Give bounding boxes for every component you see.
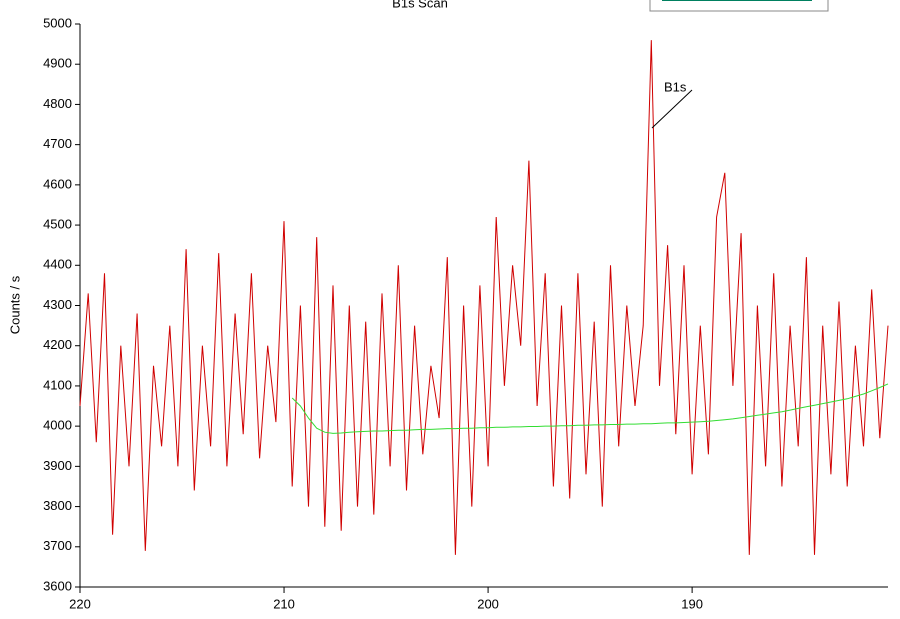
annotation: B1s <box>664 79 687 94</box>
y-tick-label: 4200 <box>43 337 72 352</box>
y-axis-label: Counts / s <box>7 275 22 334</box>
y-tick-label: 4300 <box>43 297 72 312</box>
y-tick-label: 4400 <box>43 257 72 272</box>
legend-box <box>649 0 829 12</box>
y-tick-label: 3800 <box>43 498 72 513</box>
y-tick-label: 4900 <box>43 56 72 71</box>
chart-title: B1s Scan <box>392 0 448 10</box>
y-tick-label: 5000 <box>43 15 72 30</box>
y-tick-label: 3600 <box>43 578 72 593</box>
x-tick-label: 200 <box>477 596 499 611</box>
y-tick-label: 4500 <box>43 217 72 232</box>
y-tick-label: 4800 <box>43 96 72 111</box>
annotation-leader <box>651 89 693 129</box>
x-tick-label: 210 <box>273 596 295 611</box>
x-tick-label: 190 <box>681 596 703 611</box>
data-line <box>291 383 889 434</box>
x-tick-label: 220 <box>69 596 91 611</box>
y-tick-label: 4600 <box>43 176 72 191</box>
y-tick-label: 3700 <box>43 538 72 553</box>
y-tick-label: 4000 <box>43 418 72 433</box>
data-line <box>79 40 889 555</box>
y-tick-label: 4700 <box>43 136 72 151</box>
y-tick-label: 3900 <box>43 458 72 473</box>
y-tick-label: 4100 <box>43 377 72 392</box>
